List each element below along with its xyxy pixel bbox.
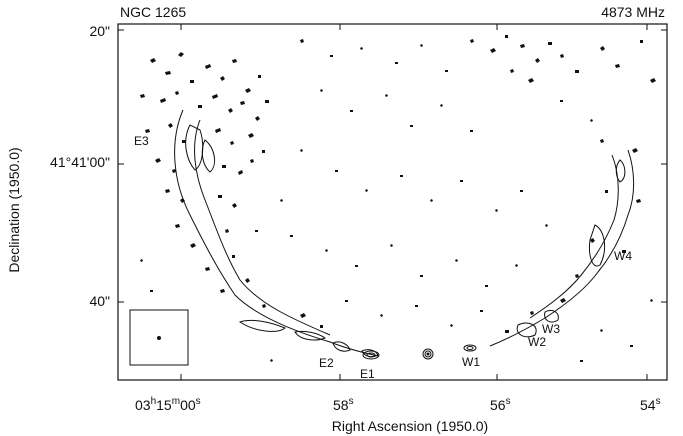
component-label-w3: W3 [542,322,560,336]
component-label-e1: E1 [360,367,375,381]
y-axis-label: Declination (1950.0) [6,147,22,272]
east-tail-clumps [140,52,323,328]
x-axis-label: Right Ascension (1950.0) [332,418,488,434]
component-w1-contour [463,344,477,352]
y-tick-label-40: 40" [89,293,110,309]
y-tick-label-41-41-00: 41°41'00" [50,154,110,170]
component-label-e3: E3 [134,134,149,148]
observing-frequency: 4873 MHz [601,4,665,20]
background-noise [140,39,653,362]
x-tick-label-54s: 54s [640,396,661,413]
component-label-w1: W1 [462,355,480,369]
axis-ticks [118,24,667,380]
west-tail-clumps [470,35,656,333]
x-tick-label-58s: 58s [333,396,354,413]
source-name: NGC 1265 [120,4,186,20]
component-label-w4: W4 [614,249,632,263]
east-tail-contours [174,109,379,358]
component-e1-contour [362,350,380,360]
x-tick-label-56s: 56s [490,396,511,413]
component-label-w2: W2 [528,335,546,349]
west-tail-contours [489,149,635,347]
x-tick-label-03h15m00s: 03h15m00s [135,396,201,413]
beam-inset-box [129,309,189,366]
component-label-e2: E2 [319,356,334,370]
plot-frame [117,23,668,381]
y-tick-label-20: 20" [89,23,110,39]
radio-core [422,348,434,360]
beam-marker [157,336,161,340]
